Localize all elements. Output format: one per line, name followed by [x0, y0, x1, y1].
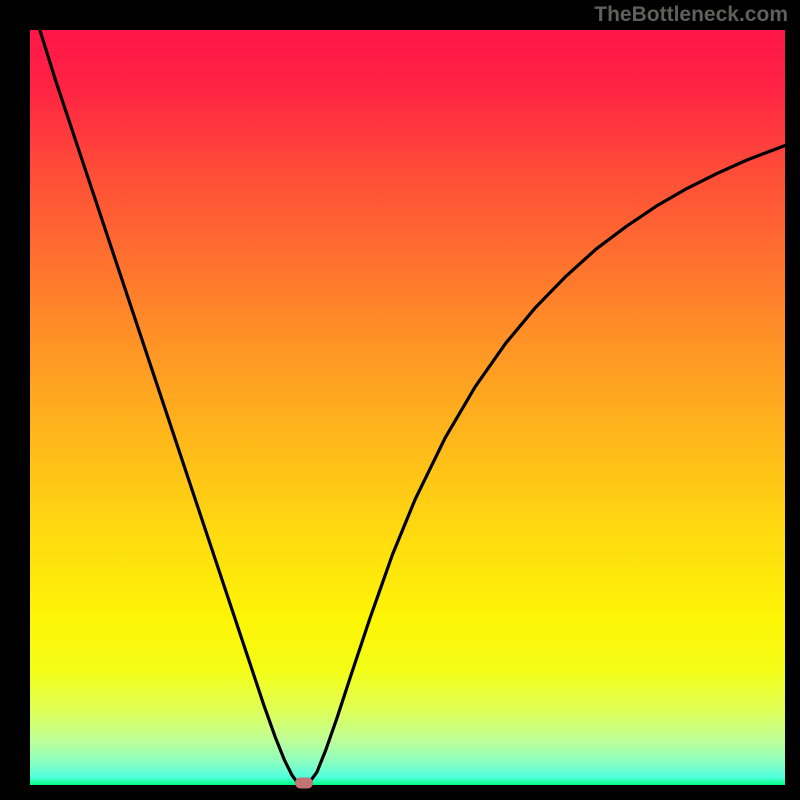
optimal-point-marker [295, 778, 313, 789]
chart-frame: TheBottleneck.com [0, 0, 800, 800]
bottleneck-curve [30, 30, 785, 785]
watermark-text: TheBottleneck.com [594, 3, 788, 27]
curve-path [40, 30, 785, 785]
plot-area [30, 30, 785, 785]
